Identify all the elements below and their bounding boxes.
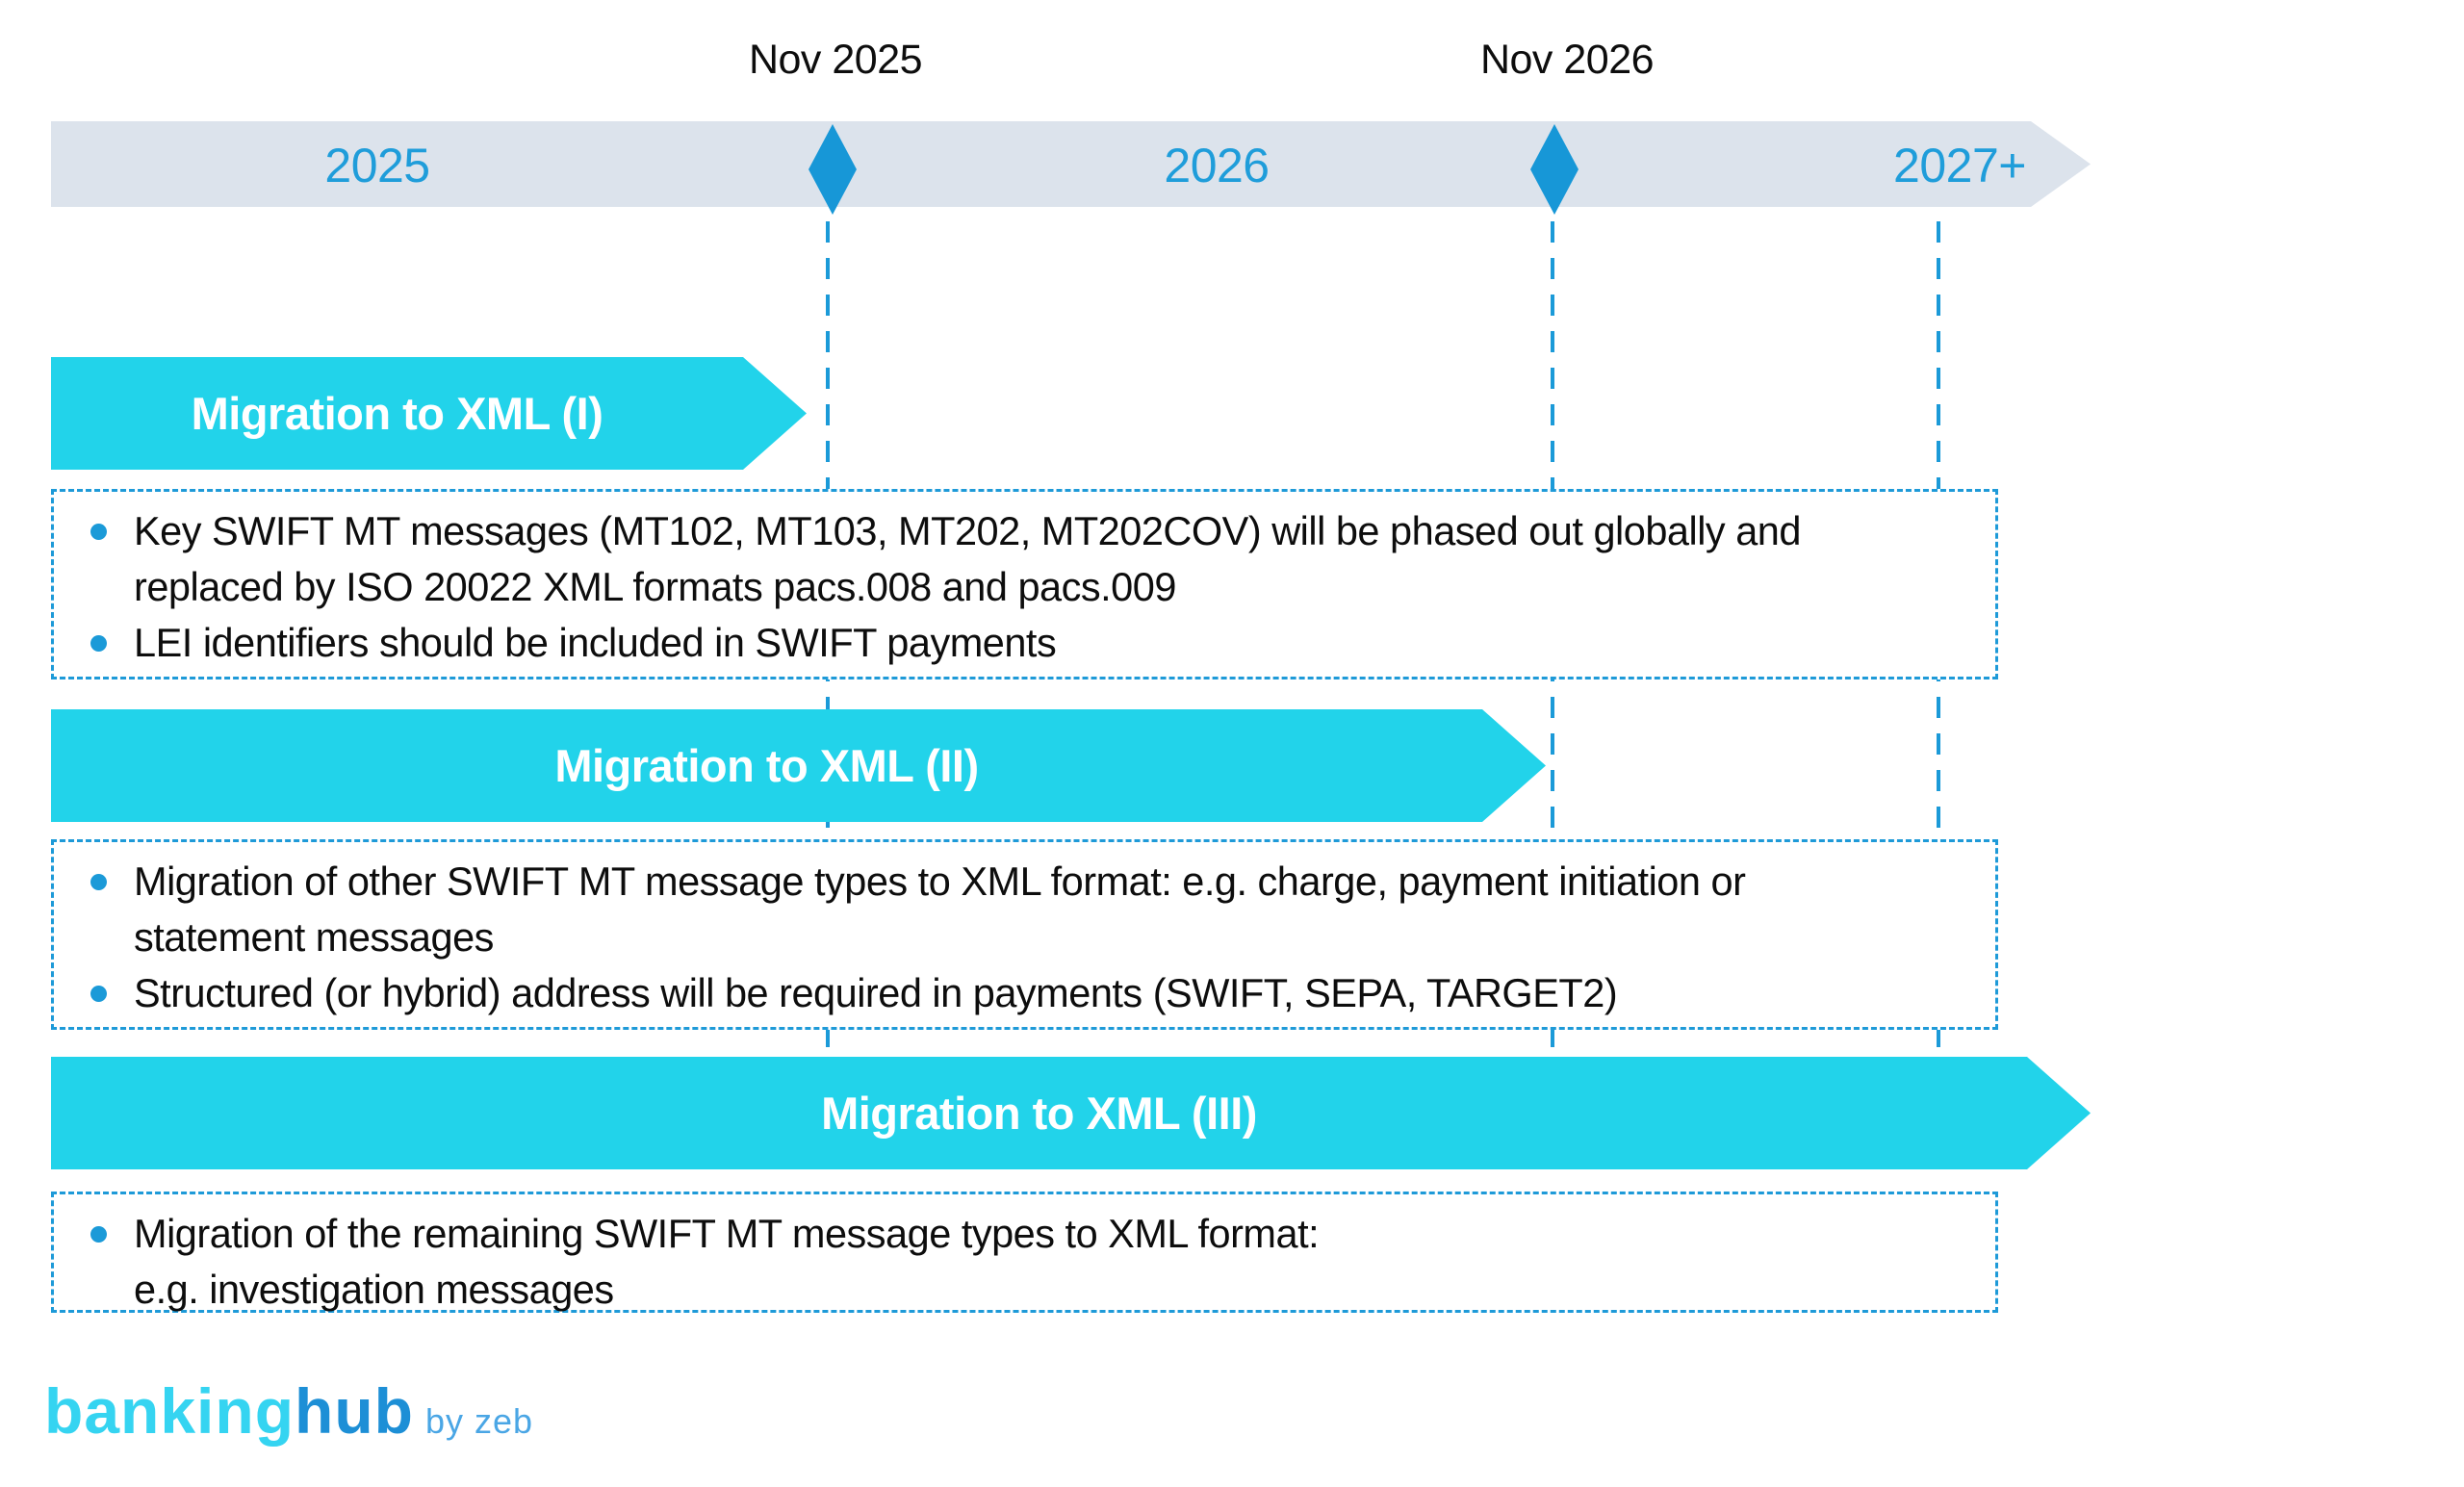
bullet-dot-icon bbox=[90, 524, 107, 540]
phase-banner-1: Migration to XML (I) bbox=[51, 357, 807, 470]
bullet-item: Migration of other SWIFT MT message type… bbox=[90, 854, 1966, 965]
logo-text-by-zeb: by zeb bbox=[424, 1401, 534, 1441]
bullet-line: e.g. investigation messages bbox=[134, 1267, 614, 1312]
period-label-2025: 2025 bbox=[324, 139, 430, 192]
milestone-label-nov-2025: Nov 2025 bbox=[748, 37, 923, 83]
phase-banner-1-label: Migration to XML (I) bbox=[191, 388, 603, 439]
bullet-dot-icon bbox=[90, 1226, 107, 1243]
bullet-line: statement messages bbox=[134, 914, 494, 960]
bullet-line: Migration of the remaining SWIFT MT mess… bbox=[134, 1211, 1320, 1256]
phase-banner-3-label: Migration to XML (III) bbox=[821, 1088, 1257, 1139]
logo-text-banking: banking bbox=[44, 1375, 295, 1447]
bullet-line: Key SWIFT MT messages (MT102, MT103, MT2… bbox=[134, 508, 1801, 553]
logo-text-hub: hub bbox=[295, 1375, 414, 1447]
bullet-line: LEI identifiers should be included in SW… bbox=[134, 620, 1057, 665]
period-label-2027-plus: 2027+ bbox=[1893, 139, 2026, 192]
bullet-line: Migration of other SWIFT MT message type… bbox=[134, 859, 1746, 904]
phase-banner-2-label: Migration to XML (II) bbox=[554, 740, 979, 791]
phase-details-box-3: Migration of the remaining SWIFT MT mess… bbox=[51, 1192, 1998, 1313]
timeline-band bbox=[51, 121, 2091, 207]
bullet-item: Structured (or hybrid) address will be r… bbox=[90, 965, 1966, 1021]
bullet-line: replaced by ISO 20022 XML formats pacs.0… bbox=[134, 564, 1176, 609]
bullet-item: Key SWIFT MT messages (MT102, MT103, MT2… bbox=[90, 503, 1966, 615]
bullet-item: LEI identifiers should be included in SW… bbox=[90, 615, 1966, 671]
phase-details-box-2: Migration of other SWIFT MT message type… bbox=[51, 839, 1998, 1030]
bullet-dot-icon bbox=[90, 874, 107, 890]
phase-banner-2: Migration to XML (II) bbox=[51, 709, 1546, 822]
bankinghub-logo: banking hub by zeb bbox=[44, 1374, 533, 1448]
phase-details-box-1: Key SWIFT MT messages (MT102, MT103, MT2… bbox=[51, 489, 1998, 679]
bullet-dot-icon bbox=[90, 986, 107, 1002]
phase-banner-3: Migration to XML (III) bbox=[51, 1057, 2091, 1169]
milestone-label-nov-2026: Nov 2026 bbox=[1479, 37, 1655, 83]
bullet-line: Structured (or hybrid) address will be r… bbox=[134, 970, 1618, 1015]
bullet-dot-icon bbox=[90, 635, 107, 652]
period-label-2026: 2026 bbox=[1164, 139, 1270, 192]
bullet-item: Migration of the remaining SWIFT MT mess… bbox=[90, 1206, 1966, 1318]
